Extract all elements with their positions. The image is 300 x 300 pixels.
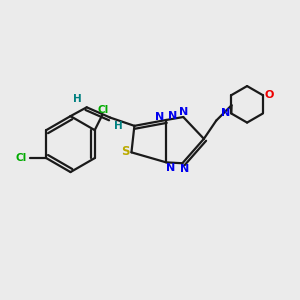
Text: N: N — [155, 112, 164, 122]
Text: N: N — [179, 164, 189, 173]
Text: N: N — [166, 163, 175, 173]
Text: H: H — [114, 122, 123, 131]
Text: N: N — [221, 108, 230, 118]
Text: S: S — [121, 145, 130, 158]
Text: Cl: Cl — [98, 104, 109, 115]
Text: H: H — [74, 94, 82, 104]
Text: Cl: Cl — [16, 153, 27, 163]
Text: N: N — [179, 107, 188, 117]
Text: N: N — [168, 111, 177, 122]
Text: O: O — [265, 90, 274, 100]
